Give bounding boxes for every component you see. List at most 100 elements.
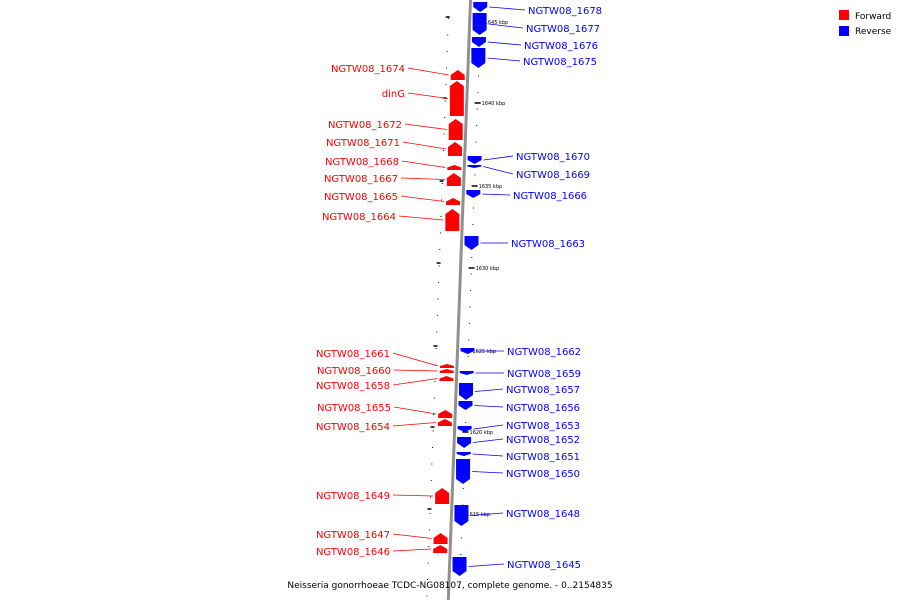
minor-tick-left xyxy=(447,18,449,19)
gene-glyph-ngtw08-1657[interactable] xyxy=(459,383,474,400)
minor-tick-right xyxy=(459,587,461,588)
gene-leader-line xyxy=(400,195,445,202)
gene-label-ngtw08-1678[interactable]: NGTW08_1678 xyxy=(528,6,602,17)
minor-tick-right xyxy=(467,356,469,357)
gene-glyph-ngtw08-1676[interactable] xyxy=(471,37,486,47)
gene-glyph-ngtw08-1649[interactable] xyxy=(435,488,450,504)
gene-glyph-ngtw08-1653[interactable] xyxy=(457,426,472,432)
gene-glyph-ngtw08-1675[interactable] xyxy=(471,48,486,68)
gene-label-ngtw08-1658[interactable]: NGTW08_1658 xyxy=(316,381,390,392)
gene-glyph-ngtw08-1656[interactable] xyxy=(458,401,473,410)
gene-glyph-ding[interactable] xyxy=(449,81,464,116)
gene-glyph-ngtw08-1660[interactable] xyxy=(439,369,454,373)
gene-label-ngtw08-1662[interactable]: NGTW08_1662 xyxy=(507,347,581,358)
legend-reverse-swatch xyxy=(839,26,849,36)
gene-label-ngtw08-1656[interactable]: NGTW08_1656 xyxy=(506,403,580,414)
gene-label-ngtw08-1668[interactable]: NGTW08_1668 xyxy=(325,157,399,168)
gene-leader-line xyxy=(392,422,436,427)
gene-label-ngtw08-1669[interactable]: NGTW08_1669 xyxy=(516,170,590,181)
scale-tick-label: 1640 kbp xyxy=(482,101,506,107)
minor-tick-left xyxy=(427,562,429,564)
gene-label-ngtw08-1653[interactable]: NGTW08_1653 xyxy=(506,421,580,432)
gene-glyph-ngtw08-1651[interactable] xyxy=(456,452,471,456)
gene-glyph-ngtw08-1666[interactable] xyxy=(466,190,481,198)
gene-glyph-ngtw08-1667[interactable] xyxy=(446,173,461,186)
genome-backbone xyxy=(446,0,472,600)
minor-tick-left xyxy=(445,84,447,85)
gene-label-ngtw08-1661[interactable]: NGTW08_1661 xyxy=(316,349,390,360)
gene-label-ngtw08-1675[interactable]: NGTW08_1675 xyxy=(523,57,597,68)
gene-glyph-ngtw08-1658[interactable] xyxy=(439,376,454,381)
gene-label-ngtw08-1649[interactable]: NGTW08_1649 xyxy=(316,491,390,502)
gene-glyph-ngtw08-1664[interactable] xyxy=(445,209,460,231)
minor-tick-right xyxy=(470,290,472,291)
gene-label-ngtw08-1674[interactable]: NGTW08_1674 xyxy=(331,64,405,75)
minor-tick-left xyxy=(436,331,438,333)
minor-tick-right xyxy=(470,273,472,275)
gene-label-ngtw08-1666[interactable]: NGTW08_1666 xyxy=(513,191,587,202)
minor-tick-left xyxy=(438,282,440,283)
gene-glyph-ngtw08-1661[interactable] xyxy=(439,364,454,368)
minor-tick-right xyxy=(465,422,467,423)
minor-tick-right xyxy=(474,174,476,176)
gene-label-ngtw08-1665[interactable]: NGTW08_1665 xyxy=(324,192,398,203)
gene-label-ngtw08-1659[interactable]: NGTW08_1659 xyxy=(507,369,581,380)
gene-glyph-ngtw08-1659[interactable] xyxy=(459,371,474,375)
gene-label-ding[interactable]: dinG xyxy=(382,89,405,100)
gene-glyph-ngtw08-1668[interactable] xyxy=(447,165,462,170)
gene-label-ngtw08-1672[interactable]: NGTW08_1672 xyxy=(328,120,402,131)
minor-tick-right xyxy=(471,257,473,258)
gene-label-ngtw08-1650[interactable]: NGTW08_1650 xyxy=(506,469,580,480)
gene-label-ngtw08-1654[interactable]: NGTW08_1654 xyxy=(316,422,390,433)
gene-glyph-ngtw08-1665[interactable] xyxy=(446,198,461,205)
gene-glyph-ngtw08-1662[interactable] xyxy=(460,348,475,354)
minor-tick-left xyxy=(439,232,441,234)
gene-glyph-ngtw08-1663[interactable] xyxy=(464,236,479,250)
gene-glyph-ngtw08-1670[interactable] xyxy=(467,156,482,164)
minor-tick-right xyxy=(473,207,475,209)
gene-glyph-ngtw08-1672[interactable] xyxy=(448,119,463,140)
gene-label-ngtw08-1664[interactable]: NGTW08_1664 xyxy=(322,212,396,223)
gene-label-ngtw08-1648[interactable]: NGTW08_1648 xyxy=(506,509,580,520)
gene-label-ngtw08-1652[interactable]: NGTW08_1652 xyxy=(506,435,580,446)
gene-glyph-ngtw08-1678[interactable] xyxy=(473,2,488,12)
gene-glyph-ngtw08-1650[interactable] xyxy=(456,459,471,484)
gene-label-ngtw08-1660[interactable]: NGTW08_1660 xyxy=(317,366,391,377)
gene-glyph-ngtw08-1652[interactable] xyxy=(457,437,472,448)
minor-tick-left xyxy=(446,51,448,52)
gene-label-ngtw08-1657[interactable]: NGTW08_1657 xyxy=(506,385,580,396)
minor-tick-right xyxy=(472,224,474,225)
gene-label-ngtw08-1670[interactable]: NGTW08_1670 xyxy=(516,152,590,163)
gene-glyph-ngtw08-1674[interactable] xyxy=(450,70,465,80)
gene-leader-line xyxy=(487,57,521,62)
gene-leader-line xyxy=(473,438,504,443)
gene-glyph-ngtw08-1648[interactable] xyxy=(454,505,469,526)
minor-tick-right xyxy=(477,92,479,93)
minor-tick-left xyxy=(441,199,443,201)
gene-leader-line xyxy=(482,193,511,196)
minor-tick-left xyxy=(436,315,438,316)
gene-glyph-ngtw08-1671[interactable] xyxy=(447,142,462,156)
gene-glyph-ngtw08-1645[interactable] xyxy=(452,557,467,576)
gene-label-ngtw08-1647[interactable]: NGTW08_1647 xyxy=(316,530,390,541)
gene-label-ngtw08-1646[interactable]: NGTW08_1646 xyxy=(316,547,390,558)
gene-label-ngtw08-1651[interactable]: NGTW08_1651 xyxy=(506,452,580,463)
gene-label-ngtw08-1676[interactable]: NGTW08_1676 xyxy=(524,41,598,52)
gene-glyph-ngtw08-1655[interactable] xyxy=(438,410,453,418)
gene-leader-line xyxy=(472,471,504,474)
gene-glyph-ngtw08-1654[interactable] xyxy=(437,419,452,426)
gene-glyph-ngtw08-1677[interactable] xyxy=(472,13,487,35)
minor-tick-left xyxy=(438,265,440,267)
gene-label-ngtw08-1671[interactable]: NGTW08_1671 xyxy=(326,138,400,149)
gene-label-ngtw08-1655[interactable]: NGTW08_1655 xyxy=(317,403,391,414)
gene-label-ngtw08-1645[interactable]: NGTW08_1645 xyxy=(507,560,581,571)
minor-tick-left xyxy=(441,183,443,184)
gene-label-ngtw08-1677[interactable]: NGTW08_1677 xyxy=(526,24,600,35)
gene-leader-line xyxy=(400,177,445,180)
genome-title: Neisseria gonorrhoeae TCDC-NG08107, comp… xyxy=(287,581,612,591)
gene-label-ngtw08-1667[interactable]: NGTW08_1667 xyxy=(324,174,398,185)
gene-glyph-ngtw08-1646[interactable] xyxy=(433,545,448,553)
gene-label-ngtw08-1663[interactable]: NGTW08_1663 xyxy=(511,239,585,250)
gene-glyph-ngtw08-1669[interactable] xyxy=(467,165,482,168)
gene-glyph-ngtw08-1647[interactable] xyxy=(433,533,448,544)
